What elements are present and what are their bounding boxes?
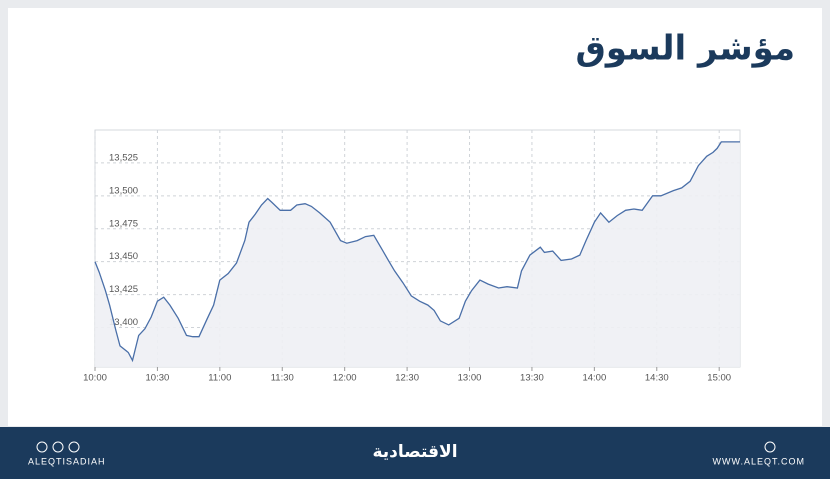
footer-logo: الاقتصادية [372, 442, 457, 462]
y-tick-label: 13,475 [109, 218, 138, 229]
y-tick-label: 13,400 [109, 317, 138, 328]
twitter-icon [68, 441, 80, 453]
y-tick-label: 13,525 [109, 152, 138, 163]
facebook-icon [52, 441, 64, 453]
x-tick-label: 14:00 [582, 373, 606, 384]
x-tick-label: 12:30 [395, 373, 419, 384]
x-tick-label: 13:30 [520, 373, 544, 384]
x-tick-label: 10:00 [83, 373, 107, 384]
x-tick-label: 11:30 [271, 373, 294, 384]
footer-right: WWW.ALEQT.COM [713, 456, 806, 466]
x-tick-label: 13:00 [458, 373, 482, 384]
y-tick-label: 13,500 [109, 185, 138, 196]
y-tick-label: 13,425 [109, 284, 138, 295]
title: مؤشر السوق [575, 29, 795, 69]
x-tick-label: 15:00 [707, 373, 731, 384]
line [94, 141, 740, 363]
plot: 13,400 13,425 13,450 13,475 13,500 13,525 10:0… [83, 130, 740, 384]
footer-bar [0, 427, 830, 479]
web-icon [764, 441, 776, 453]
footer-left: ALEQTISADIAH [28, 456, 106, 466]
x-tick-label: 14:30 [645, 373, 669, 384]
instagram-icon [36, 441, 48, 453]
x-tick-label: 11:00 [208, 373, 231, 384]
area [95, 141, 740, 367]
x-tick-label: 10:30 [146, 373, 170, 384]
y-tick-label: 13,450 [109, 251, 138, 262]
x-tick-label: 12:00 [333, 373, 357, 384]
